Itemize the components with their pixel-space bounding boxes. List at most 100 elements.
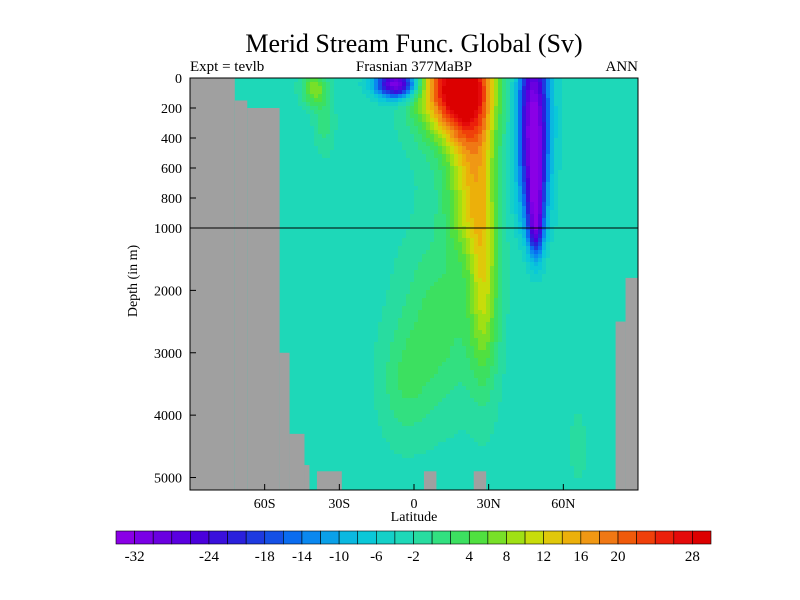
field-cell xyxy=(478,214,483,219)
field-cell xyxy=(330,130,335,135)
field-cell xyxy=(322,110,327,115)
field-cell xyxy=(494,98,499,103)
field-cell xyxy=(550,174,555,179)
field-cell xyxy=(398,110,403,115)
field-cell xyxy=(554,158,559,163)
field-cell xyxy=(402,174,407,179)
field-cell xyxy=(410,126,415,131)
field-cell xyxy=(494,238,499,243)
field-cell xyxy=(606,246,611,251)
field-cell xyxy=(530,82,535,87)
field-cell xyxy=(430,110,435,115)
field-cell xyxy=(326,142,331,147)
field-cell xyxy=(574,90,579,95)
field-cell xyxy=(318,242,323,247)
field-cell xyxy=(518,210,523,215)
field-cell xyxy=(606,214,611,219)
field-cell xyxy=(394,166,399,171)
field-cell xyxy=(278,254,283,259)
field-cell xyxy=(422,234,427,239)
field-cell xyxy=(610,114,615,119)
field-cell xyxy=(310,102,315,107)
field-cell xyxy=(586,82,591,87)
field-cell xyxy=(266,102,271,107)
field-cell xyxy=(606,150,611,155)
field-cell xyxy=(362,154,367,159)
field-cell xyxy=(410,254,415,259)
field-cell xyxy=(478,150,483,155)
field-cell xyxy=(538,114,543,119)
field-cell xyxy=(382,230,387,235)
field-cell xyxy=(450,78,455,83)
field-cell xyxy=(386,222,391,227)
field-cell xyxy=(526,234,531,239)
field-cell xyxy=(498,166,503,171)
field-cell xyxy=(538,146,543,151)
field-cell xyxy=(542,238,547,243)
field-cell xyxy=(450,106,455,111)
field-cell xyxy=(478,102,483,107)
field-cell xyxy=(490,78,495,83)
field-cell xyxy=(506,198,511,203)
field-cell xyxy=(546,166,551,171)
field-cell xyxy=(314,138,319,143)
field-cell xyxy=(310,82,315,87)
field-cell xyxy=(410,122,415,127)
field-cell xyxy=(350,186,355,191)
field-cell xyxy=(366,134,371,139)
field-cell xyxy=(538,178,543,183)
field-cell xyxy=(434,86,439,91)
field-cell xyxy=(370,134,375,139)
field-cell xyxy=(338,94,343,99)
field-cell xyxy=(630,178,635,183)
field-cell xyxy=(454,118,459,123)
field-cell xyxy=(490,158,495,163)
field-cell xyxy=(338,90,343,95)
field-cell xyxy=(590,238,595,243)
field-cell xyxy=(290,118,295,123)
field-cell xyxy=(530,182,535,187)
field-cell xyxy=(374,142,379,147)
field-cell xyxy=(306,162,311,167)
field-cell xyxy=(318,210,323,215)
field-cell xyxy=(446,214,451,219)
field-cell xyxy=(534,202,539,207)
field-cell xyxy=(342,130,347,135)
field-cell xyxy=(298,206,303,211)
field-cell xyxy=(382,134,387,139)
field-cell xyxy=(322,178,327,183)
field-cell xyxy=(430,166,435,171)
field-cell xyxy=(446,230,451,235)
field-cell xyxy=(542,190,547,195)
field-cell xyxy=(538,142,543,147)
field-cell xyxy=(530,202,535,207)
field-cell xyxy=(490,218,495,223)
field-cell xyxy=(514,78,519,83)
field-cell xyxy=(542,210,547,215)
field-cell xyxy=(594,86,599,91)
field-cell xyxy=(314,98,319,103)
field-cell xyxy=(298,82,303,87)
field-cell xyxy=(354,254,359,259)
field-cell xyxy=(378,218,383,223)
field-cell xyxy=(286,146,291,151)
field-cell xyxy=(410,190,415,195)
field-cell xyxy=(542,242,547,247)
field-cell xyxy=(234,82,239,87)
field-cell xyxy=(362,86,367,91)
field-cell xyxy=(366,206,371,211)
field-cell xyxy=(366,178,371,183)
field-cell xyxy=(534,86,539,91)
field-cell xyxy=(310,118,315,123)
field-cell xyxy=(338,82,343,87)
field-cell xyxy=(310,98,315,103)
field-cell xyxy=(606,170,611,175)
field-cell xyxy=(446,222,451,227)
field-cell xyxy=(462,122,467,127)
field-cell xyxy=(422,118,427,123)
field-cell xyxy=(302,162,307,167)
field-cell xyxy=(554,130,559,135)
field-cell xyxy=(402,238,407,243)
field-cell xyxy=(526,106,531,111)
field-cell xyxy=(574,202,579,207)
